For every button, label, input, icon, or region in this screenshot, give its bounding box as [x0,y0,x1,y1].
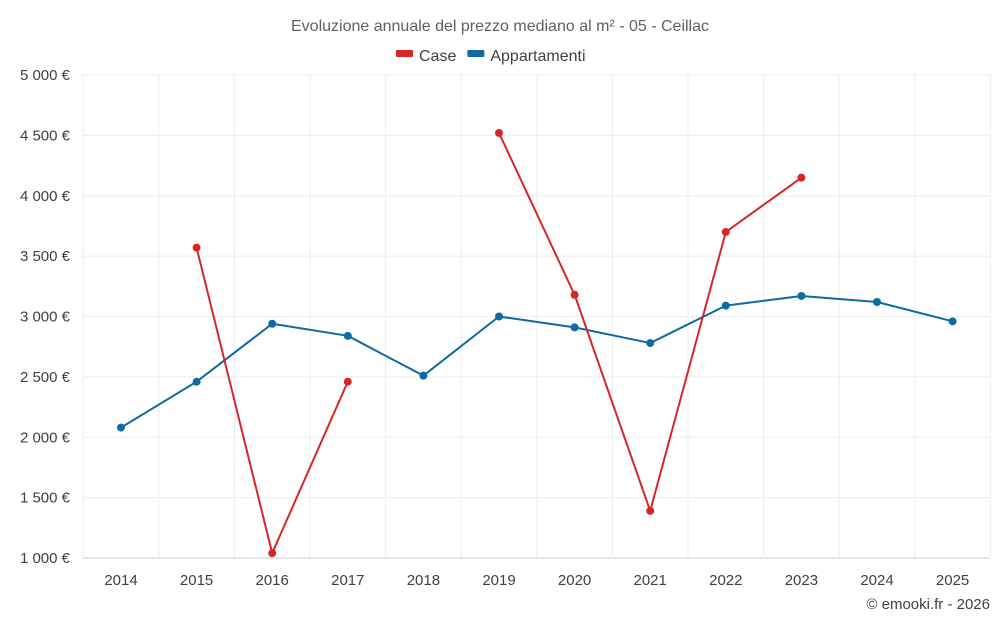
data-point-appartamenti-2024[interactable] [873,298,881,307]
data-point-appartamenti-2016[interactable] [268,319,277,328]
y-tick-label: 4 500 € [20,127,71,144]
x-tick-label: 2015 [180,572,213,589]
data-point-appartamenti-2014[interactable] [117,423,125,432]
data-point-appartamenti-2023[interactable] [797,291,806,300]
x-tick-label: 2016 [256,572,289,589]
data-point-appartamenti-2021[interactable] [646,339,655,348]
y-tick-label: 2 500 € [20,369,71,386]
credit-label: © emooki.fr - 2026 [866,596,990,613]
y-tick-label: 1 000 € [20,550,71,567]
legend-label: Appartamenti [490,48,585,65]
data-point-appartamenti-2019[interactable] [495,312,503,321]
data-point-case-2023[interactable] [797,173,806,182]
x-gridlines [82,75,991,558]
legend: Case Appartamenti [396,48,586,65]
series-line [195,247,349,555]
data-point-appartamenti-2018[interactable] [419,371,428,380]
data-point-case-2019[interactable] [495,128,503,137]
data-point-case-2020[interactable] [570,290,579,299]
y-tick-label: 2 000 € [20,429,71,446]
x-tick-label: 2017 [331,572,364,589]
chart-title: Evoluzione annuale del prezzo mediano al… [291,18,709,35]
y-tick-label: 5 000 € [20,67,71,84]
legend-item-case[interactable]: Case [396,48,456,65]
legend-swatch [396,50,413,57]
x-axis-tick-labels: 2014 2015 2016 2017 2018 2019 2020 2021 2022 2023… [104,572,969,589]
y-tick-label: 3 500 € [20,248,71,265]
data-point-appartamenti-2020[interactable] [570,323,579,332]
x-tick-label: 2018 [407,572,440,589]
series-layer [117,128,957,558]
x-tick-label: 2019 [482,572,515,589]
legend-swatch [467,50,485,57]
y-tick-label: 3 000 € [20,309,71,326]
legend-label: Case [419,48,456,65]
x-tick-label: 2024 [860,572,893,589]
x-tick-label: 2021 [634,572,667,589]
data-point-case-2022[interactable] [721,227,730,236]
y-tick-label: 4 000 € [20,188,71,205]
x-tick-label: 2022 [709,572,742,589]
data-point-appartamenti-2017[interactable] [343,331,352,340]
data-point-appartamenti-2022[interactable] [721,301,730,310]
y-axis-tick-labels: 1 000 € 1 500 € 2 000 € 2 500 € 3 000 € 3 500… [20,67,71,567]
data-point-case-2021[interactable] [646,506,655,515]
data-point-appartamenti-2025[interactable] [948,317,957,326]
series-case [192,128,806,558]
x-tick-label: 2014 [104,572,137,589]
x-tick-label: 2023 [785,572,818,589]
data-point-case-2015[interactable] [192,243,201,252]
series-line [498,132,802,512]
series-appartamenti [117,291,957,432]
legend-item-appartamenti[interactable]: Appartamenti [467,48,586,65]
x-tick-label: 2020 [558,572,591,589]
data-point-case-2016[interactable] [268,549,277,558]
y-tick-label: 1 500 € [20,490,71,507]
x-tick-label: 2025 [936,572,969,589]
data-point-case-2017[interactable] [343,377,352,386]
series-line [120,294,953,429]
data-point-appartamenti-2015[interactable] [192,377,201,386]
